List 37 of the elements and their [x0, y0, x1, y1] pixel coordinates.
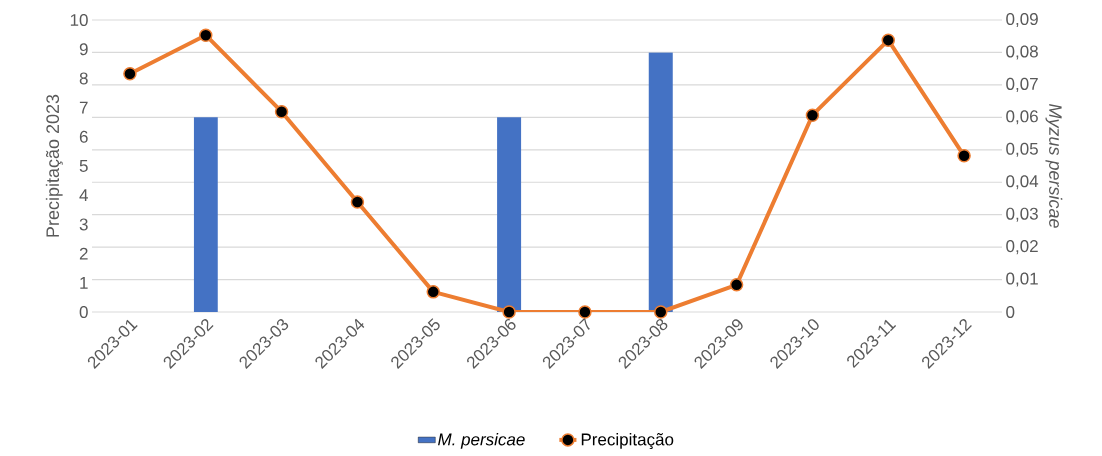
- y-tick-label: 7: [79, 101, 88, 114]
- y2-tick-label: 0,09: [1006, 12, 1038, 28]
- point: [426, 285, 441, 299]
- y2-tick-label: 0,06: [1006, 110, 1038, 125]
- y-tick-label: 9: [79, 43, 88, 56]
- point: [957, 149, 971, 163]
- point: [199, 28, 213, 42]
- y2-tick-label: 0,03: [1006, 207, 1038, 222]
- y-tick-label: 10: [70, 13, 88, 27]
- y2-tick-label: 0,08: [1006, 45, 1038, 60]
- y-tick-label: 8: [79, 72, 88, 85]
- y-tick-label: 6: [79, 130, 88, 143]
- y-tick-label: 3: [79, 218, 88, 231]
- legend-label: M. persicae: [438, 433, 525, 449]
- y-tick-label: 2: [79, 247, 88, 260]
- point: [805, 108, 820, 122]
- y2-tick-label: 0,01: [1006, 272, 1038, 287]
- y2-axis-title: Myzus persicae: [1045, 104, 1063, 228]
- point: [578, 305, 592, 319]
- y-axis-title: Precipitação 2023: [45, 94, 63, 237]
- y-tick-label: 4: [79, 189, 88, 202]
- point: [274, 104, 289, 119]
- y2-tick-label: 0,05: [1006, 142, 1038, 157]
- point: [654, 305, 668, 319]
- y2-tick-label: 0,07: [1006, 77, 1038, 92]
- y-tick-label: 0: [79, 305, 88, 319]
- point: [123, 66, 137, 81]
- point: [350, 195, 365, 209]
- y2-tick-label: 0: [1006, 305, 1015, 319]
- y-tick-label: 5: [79, 160, 88, 172]
- point: [729, 278, 744, 292]
- y2-tick-label: 0,04: [1006, 175, 1039, 190]
- y-tick-label: 1: [80, 276, 88, 289]
- legend-label: Precipitação: [581, 433, 674, 449]
- point: [881, 33, 896, 47]
- point: [502, 305, 516, 319]
- y2-tick-label: 0,02: [1006, 240, 1038, 255]
